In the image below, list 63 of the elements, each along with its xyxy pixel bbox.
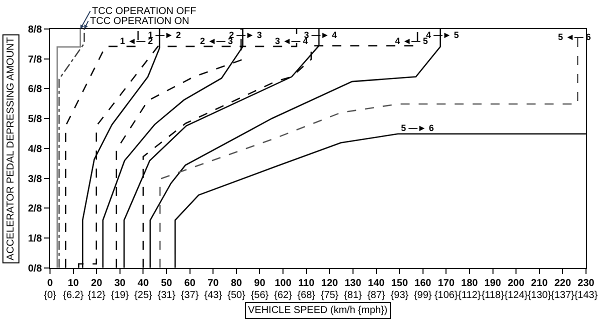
x2-tick-label: {50} bbox=[228, 290, 246, 301]
x-tick-label: 150 bbox=[391, 278, 408, 290]
x-tick-label: 70 bbox=[208, 278, 220, 290]
x-tick-label: 80 bbox=[230, 278, 242, 290]
x-tick-label: 90 bbox=[254, 278, 266, 290]
y-tick-label: 7/8 bbox=[28, 54, 42, 66]
x2-tick-label: {37} bbox=[180, 290, 200, 301]
x2-tick-label: {93} bbox=[390, 290, 410, 301]
x-tick-label: 100 bbox=[274, 278, 292, 290]
x-tick-label: 230 bbox=[578, 278, 595, 290]
x2-tick-label: {19} bbox=[111, 290, 130, 301]
x2-tick-label: {75} bbox=[320, 290, 340, 301]
x2-tick-label: {143} bbox=[574, 290, 598, 301]
x-tick-label: 40 bbox=[138, 278, 150, 290]
x2-tick-label: {87} bbox=[367, 290, 386, 301]
x-tick-label: 200 bbox=[508, 278, 525, 290]
x2-tick-label: {99} bbox=[414, 290, 432, 301]
y-tick-label: 6/8 bbox=[28, 84, 42, 96]
x-tick-label: 10 bbox=[68, 278, 80, 290]
x-tick-label: 140 bbox=[368, 278, 386, 290]
x2-tick-label: {25} bbox=[134, 290, 153, 301]
x-tick-label: 60 bbox=[184, 278, 196, 290]
x-tick-label: 210 bbox=[531, 278, 548, 290]
x2-tick-label: {43} bbox=[204, 290, 223, 301]
x-tick-label: 220 bbox=[554, 278, 572, 290]
x2-tick-label: {81} bbox=[344, 290, 363, 301]
x2-tick-label: {6.2} bbox=[62, 290, 84, 301]
x2-tick-label: {0} bbox=[44, 290, 57, 301]
x2-tick-label: {112} bbox=[458, 290, 482, 301]
x2-tick-label: {130} bbox=[528, 290, 552, 301]
x2-tick-label: {106} bbox=[434, 290, 458, 301]
y-tick-label: 1/8 bbox=[28, 234, 42, 245]
x-tick-label: 180 bbox=[461, 278, 478, 290]
y-tick-label: 4/8 bbox=[28, 144, 42, 155]
y-tick-label: 8/8 bbox=[28, 24, 42, 36]
x-tick-label: 0 bbox=[47, 278, 54, 290]
x-tick-label: 50 bbox=[160, 278, 173, 290]
x-tick-label: 30 bbox=[114, 278, 126, 290]
x-tick-label: 20 bbox=[91, 278, 103, 290]
y-tick-label: 2/8 bbox=[28, 204, 42, 215]
x-tick-label: 120 bbox=[321, 278, 338, 290]
annotation: TCC OPERATION OFF bbox=[92, 6, 196, 17]
x2-tick-label: {12} bbox=[88, 290, 106, 301]
x2-tick-label: {137} bbox=[550, 290, 576, 301]
x2-tick-label: {62} bbox=[274, 290, 293, 301]
x-tick-label: 160 bbox=[414, 278, 432, 290]
x-tick-label: 170 bbox=[438, 278, 455, 290]
x-axis-title: VEHICLE SPEED (km/h {mph}) bbox=[248, 305, 388, 316]
x2-tick-label: {56} bbox=[250, 290, 270, 301]
x-tick-label: 130 bbox=[344, 278, 362, 290]
y-tick-label: 3/8 bbox=[28, 174, 42, 185]
y-tick-label: 5/8 bbox=[28, 114, 42, 126]
annotation: TCC OPERATION ON bbox=[90, 16, 190, 27]
annotation: 5 —► 6 bbox=[401, 123, 434, 133]
x2-tick-label: {124} bbox=[504, 290, 528, 301]
x2-tick-label: {31} bbox=[158, 290, 176, 301]
x-tick-label: 190 bbox=[484, 278, 502, 290]
x2-tick-label: {68} bbox=[297, 290, 316, 301]
y-tick-label: 0/8 bbox=[28, 263, 42, 274]
annotation: 4 ◄— 5 bbox=[395, 36, 428, 46]
x2-tick-label: {118} bbox=[481, 290, 505, 301]
y-axis-title: ACCELERATOR PEDAL DEPRESSING AMOUNT bbox=[5, 37, 16, 260]
x-tick-label: 110 bbox=[298, 278, 315, 290]
